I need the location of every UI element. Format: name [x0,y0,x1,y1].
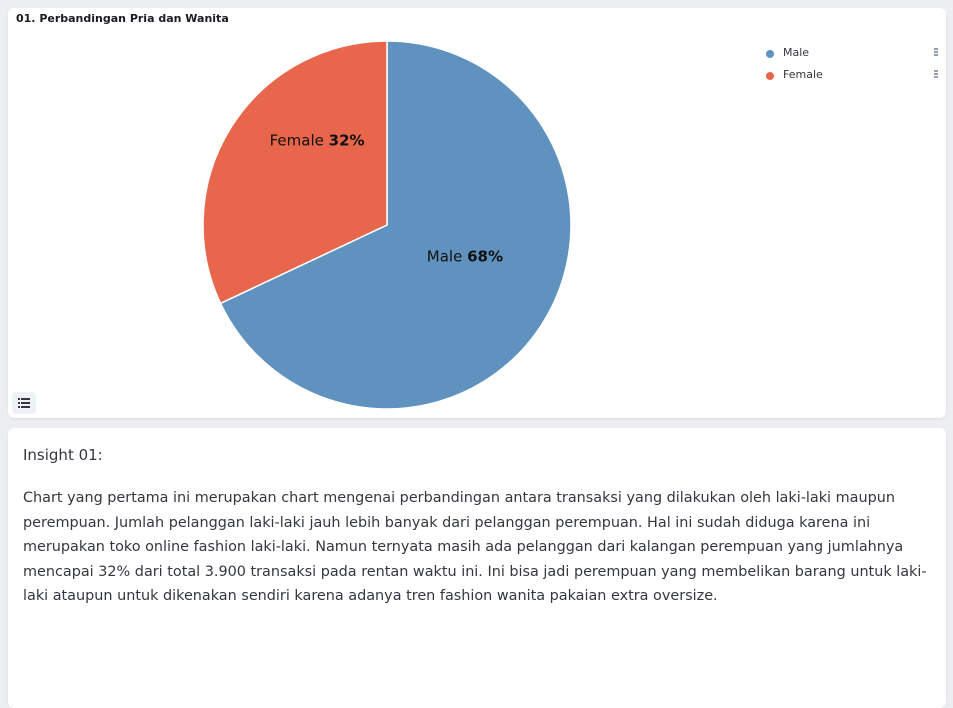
chart-panel: 01. Perbandingan Pria dan Wanita Male 68… [8,8,946,418]
legend-label-male: Male [783,46,810,59]
pie-label-female: Female 32% [270,132,365,150]
chart-legend: Male Female [766,44,938,88]
insight-body: Chart yang pertama ini merupakan chart m… [23,490,927,604]
legend-swatch-male [766,50,774,58]
pie-label-percent: 68% [467,247,503,265]
pie-label-percent: 32% [329,132,365,150]
pie-label-male: Male 68% [427,247,503,265]
legend-item-female[interactable]: Female [766,66,938,88]
insight-title: Insight 01: [23,446,103,464]
pie-slice-male[interactable] [219,40,572,410]
legend-swatch-female [766,72,774,80]
pie-slice-female[interactable] [202,40,388,305]
legend-item-male[interactable]: Male [766,44,938,66]
list-icon [18,398,30,408]
legend-options-icon[interactable] [934,47,938,57]
legend-toggle-button[interactable] [12,392,36,414]
pie-chart: Male 68% Female 32% [202,40,572,410]
legend-label-female: Female [783,68,823,81]
pie-labels: Male 68% Female 32% [270,132,503,266]
pie-slices [202,40,572,410]
pie-label-name: Female [270,132,329,150]
pie-label-name: Male [427,247,467,265]
insight-panel: Insight 01: Chart yang pertama ini merup… [8,428,946,708]
legend-options-icon[interactable] [934,69,938,79]
chart-title: 01. Perbandingan Pria dan Wanita [16,12,229,25]
